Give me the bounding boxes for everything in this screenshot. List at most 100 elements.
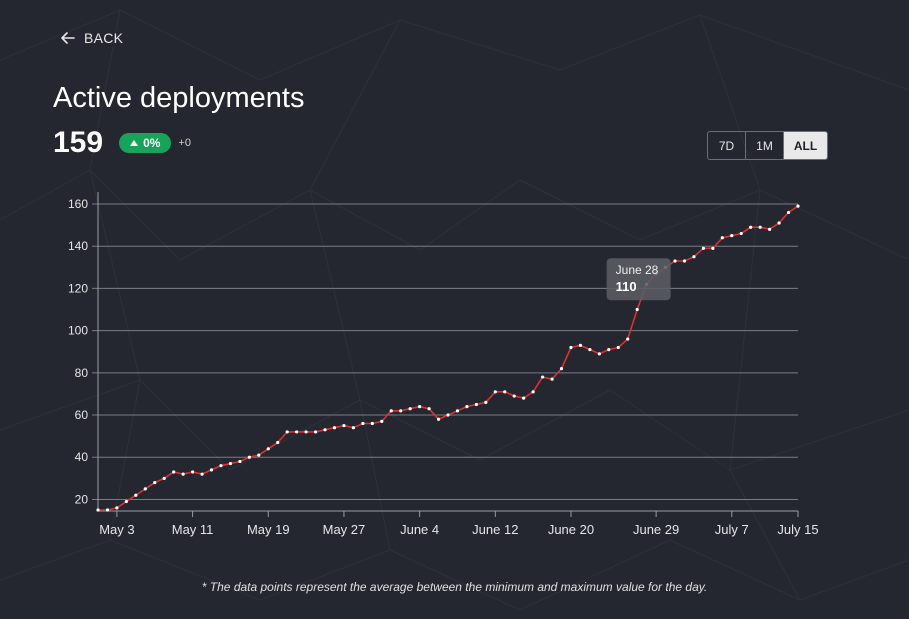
data-point[interactable] (673, 259, 677, 263)
x-tick-label: June 20 (548, 522, 594, 537)
data-point[interactable] (228, 461, 233, 466)
data-point[interactable] (332, 426, 337, 430)
data-point[interactable] (323, 428, 327, 432)
data-point[interactable] (522, 396, 526, 400)
data-point[interactable] (219, 464, 223, 468)
data-point[interactable] (692, 255, 696, 259)
data-point[interactable] (190, 470, 195, 474)
data-point[interactable] (285, 430, 289, 434)
metric-value: 159 (53, 126, 104, 159)
data-point[interactable] (105, 508, 110, 512)
tooltip-date: June 28 (616, 263, 659, 277)
data-point[interactable] (172, 470, 176, 474)
data-point[interactable] (720, 236, 724, 240)
data-point[interactable] (711, 246, 715, 250)
data-point[interactable] (238, 459, 242, 464)
data-point[interactable] (399, 409, 403, 413)
data-point[interactable] (115, 506, 119, 510)
data-point[interactable] (361, 421, 365, 426)
series-line (98, 205, 799, 511)
back-button[interactable]: BACK (60, 30, 123, 46)
data-point[interactable] (786, 210, 791, 215)
footnote: * The data points represent the average … (201, 580, 708, 594)
data-point[interactable] (739, 231, 743, 236)
data-point[interactable] (96, 508, 100, 512)
range-1m-button[interactable]: 1M (746, 132, 784, 159)
data-point[interactable] (370, 421, 374, 426)
data-point[interactable] (626, 337, 630, 341)
data-point[interactable] (313, 430, 318, 434)
data-point[interactable] (124, 499, 128, 504)
y-tick-label: 160 (68, 197, 88, 211)
data-point[interactable] (143, 487, 147, 491)
data-point[interactable] (295, 430, 299, 434)
y-tick-label: 100 (68, 324, 88, 338)
data-point[interactable] (304, 430, 308, 434)
x-tick-label: May 11 (172, 522, 214, 537)
x-tick-label: June 12 (472, 522, 518, 537)
data-point[interactable] (436, 417, 441, 421)
data-point[interactable] (796, 204, 800, 208)
data-point[interactable] (578, 343, 583, 347)
x-tick-label: June 29 (633, 522, 679, 537)
data-point[interactable] (749, 225, 753, 229)
data-point[interactable] (540, 375, 545, 379)
data-point[interactable] (134, 493, 138, 497)
arrow-left-icon (61, 32, 75, 44)
data-point[interactable] (418, 404, 422, 409)
change-absolute: +0 (178, 137, 191, 149)
data-point[interactable] (446, 413, 450, 417)
data-point[interactable] (181, 472, 185, 476)
data-point[interactable] (351, 426, 356, 430)
data-point[interactable] (153, 480, 157, 485)
data-point[interactable] (559, 367, 564, 371)
data-point[interactable] (276, 440, 280, 445)
data-point[interactable] (701, 246, 706, 250)
metric-summary: 159 0% +0 (53, 126, 191, 160)
data-point[interactable] (408, 407, 412, 411)
data-point[interactable] (380, 419, 384, 423)
data-point[interactable] (682, 259, 687, 263)
data-point[interactable] (588, 348, 592, 352)
data-point[interactable] (616, 345, 620, 350)
range-all-button[interactable]: ALL (784, 132, 827, 159)
y-tick-label: 80 (75, 366, 89, 380)
data-point[interactable] (569, 345, 573, 350)
data-point[interactable] (512, 394, 516, 398)
range-7d-button[interactable]: 7D (708, 132, 746, 159)
data-point[interactable] (247, 455, 251, 459)
data-point[interactable] (342, 423, 346, 428)
data-point[interactable] (758, 225, 762, 229)
tooltip-box (606, 258, 671, 301)
data-point[interactable] (257, 453, 261, 457)
data-point[interactable] (209, 468, 214, 472)
data-point[interactable] (550, 377, 554, 381)
x-tick-label: May 27 (323, 522, 366, 537)
data-point[interactable] (777, 221, 781, 225)
data-point[interactable] (531, 390, 535, 394)
data-point[interactable] (597, 352, 601, 356)
data-point[interactable] (484, 400, 488, 404)
data-point[interactable] (465, 404, 469, 409)
back-label: BACK (84, 30, 124, 46)
data-point[interactable] (266, 447, 270, 451)
x-tick-label: July 15 (777, 522, 818, 537)
data-point[interactable] (474, 402, 478, 407)
data-point[interactable] (635, 307, 639, 312)
data-point[interactable] (503, 390, 507, 394)
data-point[interactable] (162, 476, 166, 480)
data-point[interactable] (768, 227, 772, 231)
data-point[interactable] (493, 390, 497, 394)
y-tick-label: 120 (68, 281, 88, 295)
data-point[interactable] (455, 409, 460, 413)
data-point[interactable] (427, 407, 431, 411)
tooltip-value: 110 (616, 279, 637, 294)
x-tick-label: May 19 (247, 522, 290, 537)
x-tick-label: May 3 (99, 522, 134, 537)
data-point[interactable] (607, 348, 611, 352)
data-point[interactable] (730, 234, 734, 238)
data-point[interactable] (389, 409, 393, 413)
data-point[interactable] (200, 472, 204, 476)
